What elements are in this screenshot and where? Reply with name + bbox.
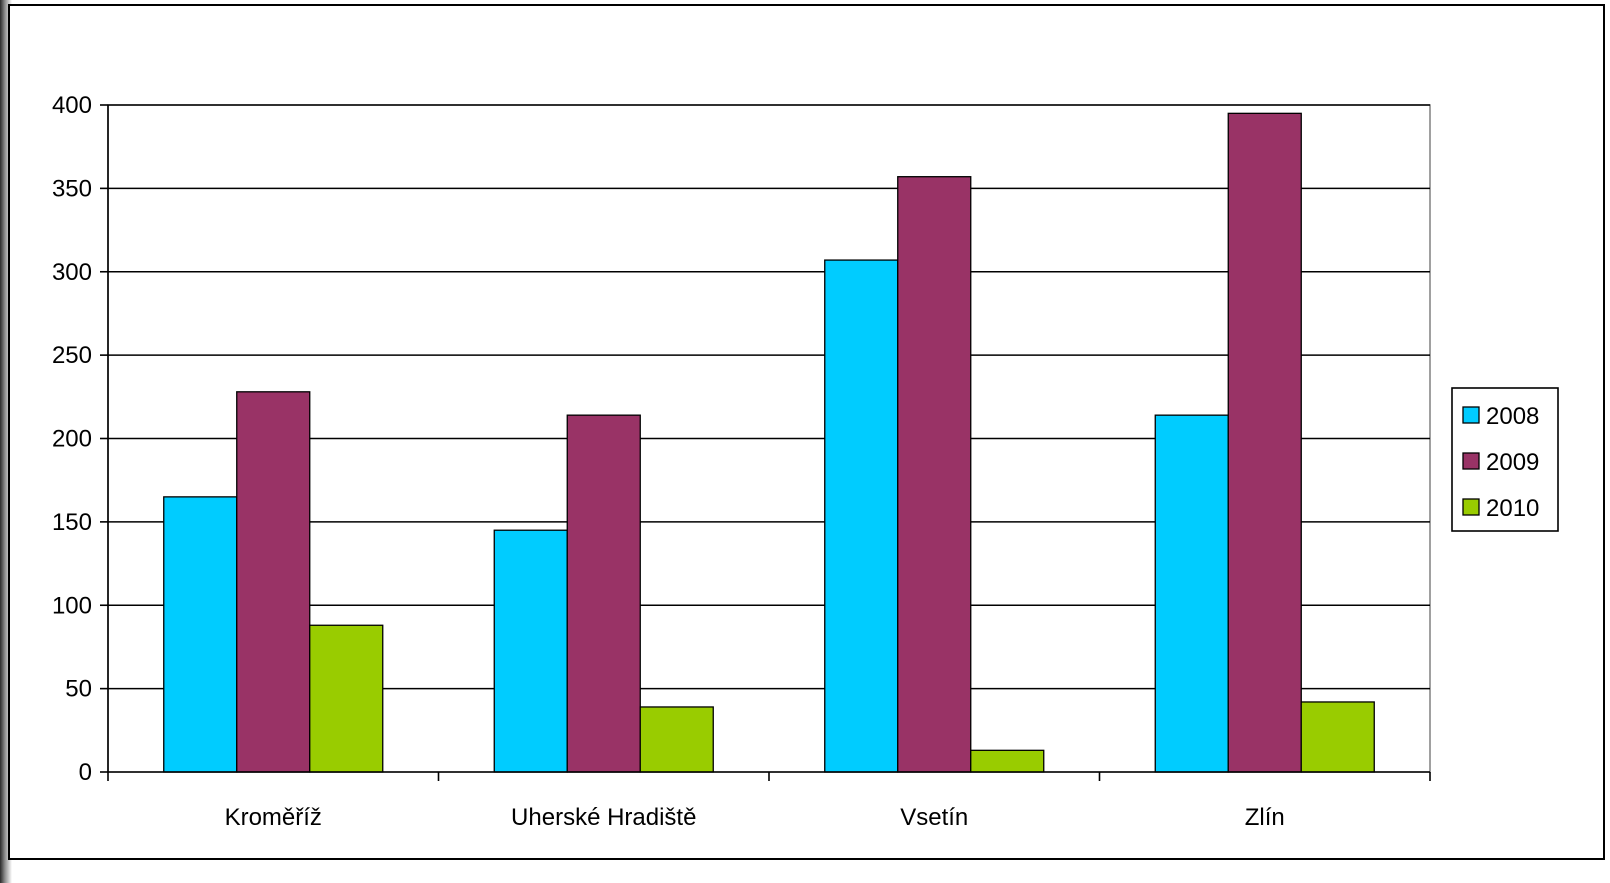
legend-label: 2010 <box>1486 495 1539 522</box>
x-tick-label: Kroměříž <box>225 804 322 831</box>
bar-2009-1 <box>566 414 641 773</box>
y-tick-label: 250 <box>52 342 92 369</box>
bar-2010-2 <box>970 749 1045 773</box>
legend-swatch-2009 <box>1462 452 1480 470</box>
bar-2009-2 <box>897 176 972 773</box>
y-tick-label: 150 <box>52 509 92 536</box>
y-tick-label: 300 <box>52 259 92 286</box>
y-tick-label: 350 <box>52 175 92 202</box>
y-tick-label: 400 <box>52 92 92 119</box>
y-tick-label: 100 <box>52 592 92 619</box>
x-tick-label: Uherské Hradiště <box>511 804 696 831</box>
x-tick-label: Zlín <box>1245 804 1285 831</box>
x-tick-label: Vsetín <box>900 804 968 831</box>
legend-swatch-2010 <box>1462 498 1480 516</box>
bar-2010-1 <box>639 706 714 773</box>
legend-label: 2009 <box>1486 449 1539 476</box>
bar-2008-0 <box>163 496 238 773</box>
bar-2010-0 <box>309 624 384 773</box>
bar-2008-2 <box>824 259 899 773</box>
y-tick-label: 200 <box>52 426 92 453</box>
y-tick-label: 50 <box>65 676 92 703</box>
legend-swatch-2008 <box>1462 406 1480 424</box>
bar-2009-0 <box>236 391 311 773</box>
y-tick-label: 0 <box>79 759 92 786</box>
bar-2010-3 <box>1300 701 1375 773</box>
bar-2008-1 <box>493 529 568 773</box>
legend-label: 2008 <box>1486 403 1539 430</box>
bar-2009-3 <box>1227 112 1302 773</box>
bar-2008-3 <box>1154 414 1229 773</box>
